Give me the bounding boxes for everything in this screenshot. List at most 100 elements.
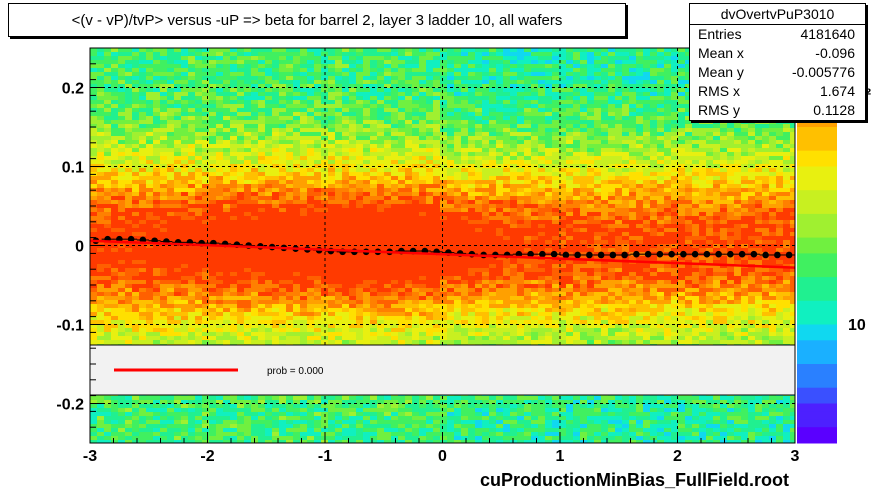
heatmap-cell [510,148,517,152]
heatmap-cell [636,204,643,208]
heatmap-cell [496,56,503,60]
heatmap-cell [167,88,174,92]
heatmap-cell [741,212,748,216]
heatmap-cell [566,128,573,132]
heatmap-cell [174,224,181,228]
heatmap-cell [643,200,650,204]
heatmap-cell [587,96,594,100]
heatmap-cell [370,104,377,108]
heatmap-cell [230,132,237,136]
heatmap-cell [734,236,741,240]
heatmap-cell [349,188,356,192]
heatmap-cell [461,204,468,208]
heatmap-cell [293,120,300,124]
heatmap-cell [307,224,314,228]
heatmap-cell [475,56,482,60]
heatmap-cell [293,76,300,80]
heatmap-cell [104,212,111,216]
heatmap-cell [783,220,790,224]
heatmap-cell [293,72,300,76]
heatmap-cell [517,176,524,180]
heatmap-cell [489,152,496,156]
heatmap-cell [426,152,433,156]
heatmap-cell [475,168,482,172]
heatmap-cell [398,188,405,192]
heatmap-cell [587,180,594,184]
heatmap-cell [657,104,664,108]
heatmap-cell [573,168,580,172]
heatmap-cell [356,60,363,64]
heatmap-cell [230,204,237,208]
heatmap-cell [230,212,237,216]
heatmap-cell [769,128,776,132]
heatmap-cell [104,124,111,128]
heatmap-cell [671,228,678,232]
heatmap-cell [468,200,475,204]
heatmap-cell [741,208,748,212]
heatmap-cell [293,240,300,244]
heatmap-cell [181,152,188,156]
heatmap-cell [769,228,776,232]
heatmap-cell [713,208,720,212]
heatmap-cell [776,188,783,192]
heatmap-cell [188,144,195,148]
heatmap-cell [237,60,244,64]
heatmap-cell [195,104,202,108]
heatmap-cell [657,68,664,72]
heatmap-cell [104,100,111,104]
heatmap-cell [594,156,601,160]
heatmap-cell [475,132,482,136]
heatmap-cell [727,188,734,192]
heatmap-cell [314,148,321,152]
heatmap-cell [209,64,216,68]
heatmap-cell [314,108,321,112]
heatmap-cell [587,232,594,236]
heatmap-cell [503,92,510,96]
heatmap-cell [230,164,237,168]
heatmap-cell [657,200,664,204]
heatmap-cell [496,192,503,196]
heatmap-cell [391,104,398,108]
heatmap-cell [482,232,489,236]
heatmap-cell [251,100,258,104]
heatmap-cell [671,48,678,52]
heatmap-cell [706,136,713,140]
heatmap-cell [160,52,167,56]
heatmap-cell [412,236,419,240]
heatmap-cell [482,80,489,84]
heatmap-cell [433,216,440,220]
heatmap-cell [356,100,363,104]
heatmap-cell [223,220,230,224]
heatmap-cell [489,180,496,184]
heatmap-cell [153,132,160,136]
heatmap-cell [265,244,272,248]
heatmap-cell [335,156,342,160]
heatmap-cell [692,196,699,200]
heatmap-cell [692,144,699,148]
heatmap-cell [118,188,125,192]
heatmap-cell [258,60,265,64]
heatmap-cell [97,200,104,204]
heatmap-cell [643,88,650,92]
heatmap-cell [328,228,335,232]
heatmap-cell [692,148,699,152]
heatmap-cell [503,192,510,196]
heatmap-cell [468,92,475,96]
heatmap-cell [566,108,573,112]
heatmap-cell [538,96,545,100]
heatmap-cell [496,216,503,220]
heatmap-cell [300,132,307,136]
heatmap-cell [559,240,566,244]
heatmap-cell [601,184,608,188]
heatmap-cell [573,120,580,124]
heatmap-cell [636,96,643,100]
heatmap-cell [195,100,202,104]
heatmap-cell [223,88,230,92]
heatmap-cell [195,116,202,120]
heatmap-cell [230,52,237,56]
heatmap-cell [286,60,293,64]
heatmap-cell [531,88,538,92]
heatmap-cell [741,184,748,188]
heatmap-cell [118,148,125,152]
heatmap-cell [650,148,657,152]
